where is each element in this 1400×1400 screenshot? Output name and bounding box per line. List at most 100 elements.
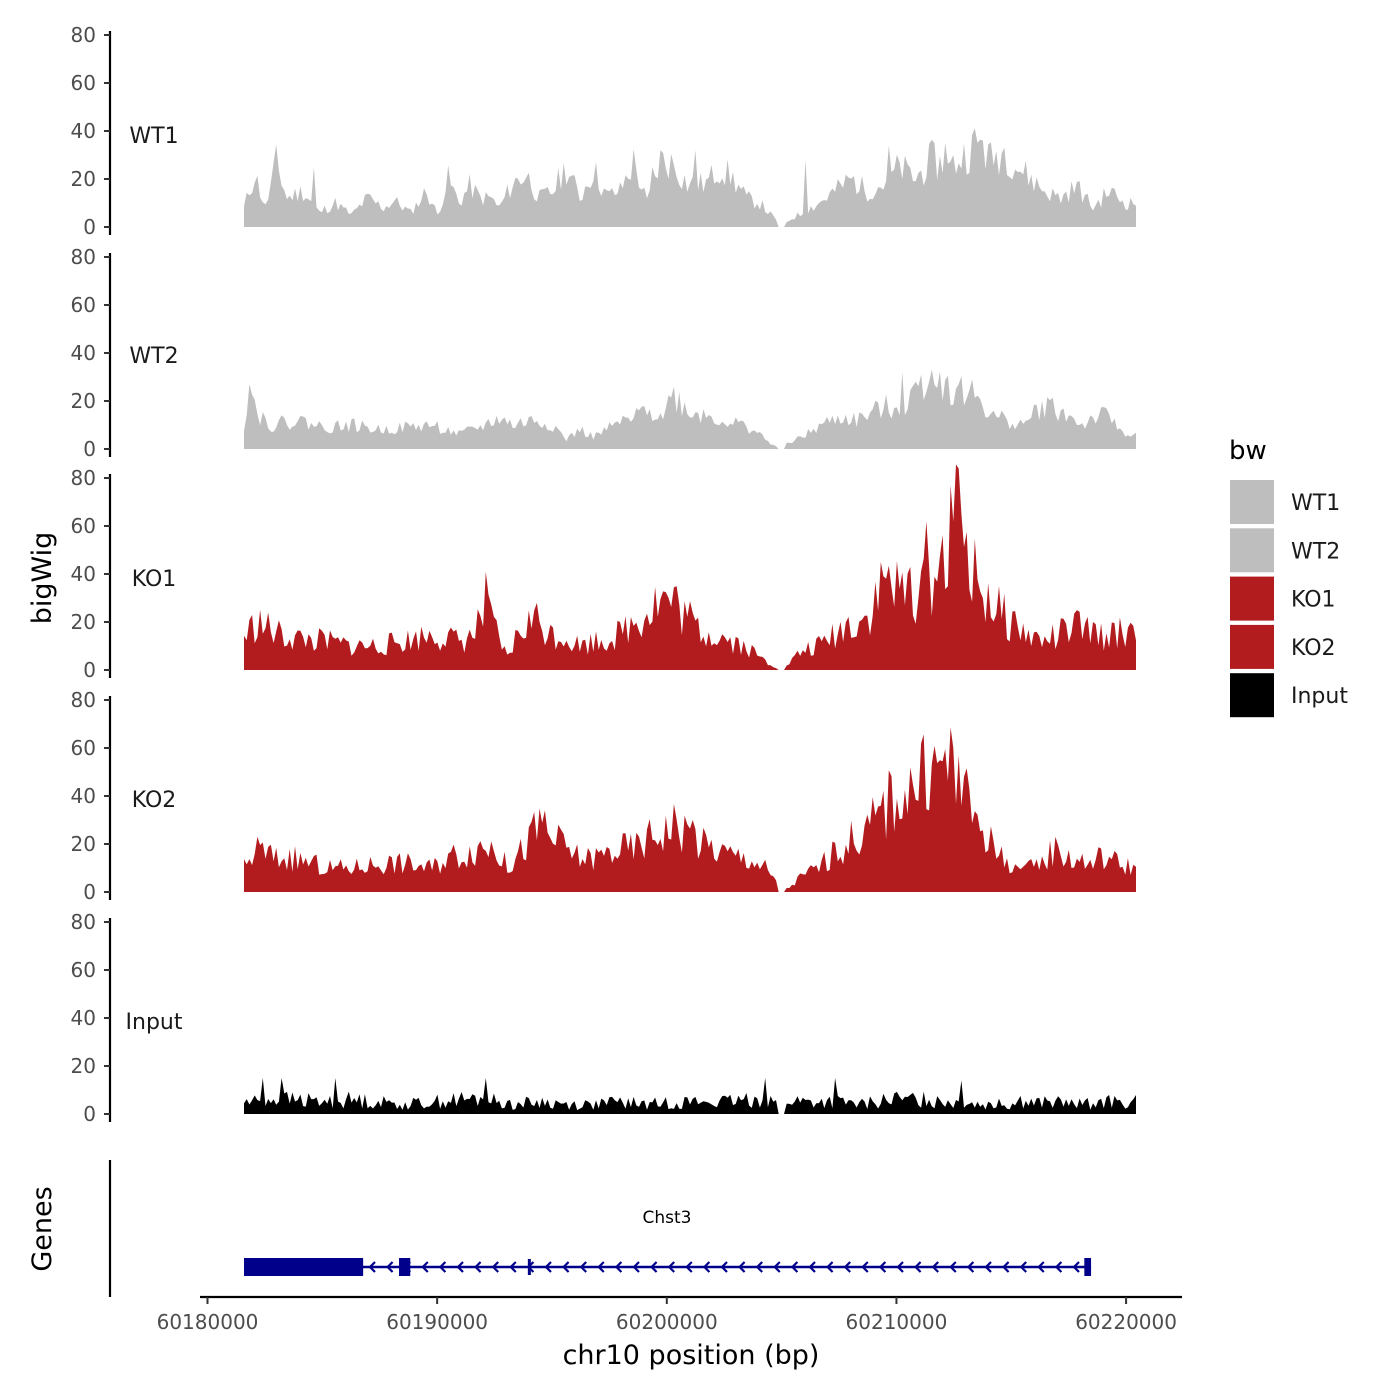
- strand-arrow: [984, 1261, 992, 1273]
- coverage-area-input: [244, 1078, 1136, 1114]
- strand-arrow: [702, 1261, 711, 1273]
- strand-arrow: [773, 1261, 781, 1273]
- strand-arrow: [438, 1261, 447, 1273]
- track-wt1: WT1 0 20 40 60 80: [71, 23, 1136, 239]
- track-label-input: Input: [126, 1010, 183, 1035]
- y-tick-label: 60: [71, 736, 96, 760]
- gene-exon: [1084, 1258, 1092, 1276]
- y-tick-label: 0: [83, 1102, 96, 1126]
- y-axis-title: bigWig: [27, 532, 58, 625]
- strand-arrow: [632, 1261, 640, 1273]
- strand-arrow: [966, 1261, 975, 1273]
- strand-arrow: [720, 1261, 728, 1273]
- track-input: Input 0 20 40 60 80: [71, 910, 1136, 1126]
- y-tick-label: 0: [83, 215, 96, 239]
- strand-arrow: [1054, 1261, 1063, 1273]
- x-tick-label: 60190000: [386, 1310, 488, 1334]
- y-tick-label: 20: [71, 167, 96, 191]
- strand-arrow: [1019, 1261, 1027, 1273]
- strand-arrow: [544, 1261, 552, 1273]
- strand-arrow: [896, 1261, 904, 1273]
- track-label-wt2: WT2: [129, 344, 178, 369]
- track-ko1: KO1 0 20 40 60 80: [71, 464, 1136, 682]
- track-label-ko2: KO2: [132, 788, 177, 813]
- strand-arrow: [1072, 1261, 1080, 1273]
- strand-arrow: [949, 1261, 957, 1273]
- coverage-area-wt2: [244, 369, 1136, 449]
- x-tick-label: 60210000: [846, 1310, 948, 1334]
- strand-arrow: [474, 1261, 482, 1273]
- strand-arrow: [685, 1261, 693, 1273]
- y-tick-label: 80: [71, 245, 96, 269]
- y-tick-label: 60: [71, 958, 96, 982]
- strand-arrow: [491, 1261, 499, 1273]
- legend-key-wt1: [1230, 480, 1274, 524]
- y-tick-label: 40: [71, 119, 96, 143]
- strand-arrow: [1037, 1261, 1045, 1273]
- gene-exon: [527, 1259, 531, 1275]
- gene-exon-utr: [331, 1259, 364, 1275]
- strand-arrow: [843, 1261, 851, 1273]
- gene-exon: [399, 1258, 411, 1276]
- coverage-area-wt1: [244, 128, 1136, 227]
- track-label-wt1: WT1: [129, 124, 178, 149]
- strand-arrow: [421, 1261, 429, 1273]
- y-tick-label: 80: [71, 23, 96, 47]
- legend-key-ko2: [1230, 624, 1274, 669]
- y-tick-label: 80: [71, 910, 96, 934]
- y-tick-label: 80: [71, 466, 96, 490]
- y-tick-label: 0: [83, 658, 96, 682]
- strand-arrow: [456, 1261, 464, 1273]
- strand-arrow: [509, 1261, 517, 1273]
- gene-label-chst3: Chst3: [643, 1208, 692, 1228]
- legend-key-ko1: [1230, 576, 1274, 621]
- legend-label-wt1: WT1: [1291, 491, 1340, 516]
- strand-arrow: [562, 1261, 570, 1273]
- legend-title: bw: [1229, 436, 1267, 466]
- x-tick-label: 60200000: [616, 1310, 718, 1334]
- strand-arrow: [1002, 1261, 1010, 1273]
- strand-arrow: [931, 1261, 939, 1273]
- strand-arrow: [878, 1261, 887, 1273]
- genes-track-title: Genes: [27, 1186, 58, 1271]
- y-tick-label: 20: [71, 832, 96, 856]
- strand-arrow: [808, 1261, 816, 1273]
- y-tick-label: 60: [71, 293, 96, 317]
- strand-arrow: [368, 1261, 376, 1273]
- legend-key-wt2: [1230, 528, 1274, 573]
- y-tick-label: 80: [71, 688, 96, 712]
- strand-arrow: [386, 1261, 394, 1273]
- x-tick-label: 60180000: [157, 1310, 259, 1334]
- strand-arrow: [826, 1261, 834, 1273]
- track-ko2: KO2 0 20 40 60 80: [71, 688, 1136, 904]
- legend-label-wt2: WT2: [1291, 539, 1340, 564]
- legend-label-ko1: KO1: [1291, 588, 1336, 613]
- strand-arrow: [755, 1261, 763, 1273]
- x-axis: 60180000 60190000 60200000 60210000 60220000: [157, 1295, 1182, 1334]
- strand-arrow: [861, 1261, 869, 1273]
- y-tick-label: 60: [71, 514, 96, 538]
- strand-arrow: [790, 1261, 799, 1273]
- legend-key-input: [1230, 673, 1274, 718]
- strand-arrow: [579, 1261, 587, 1273]
- strand-arrow: [914, 1261, 922, 1273]
- y-tick-label: 60: [71, 71, 96, 95]
- coverage-area-ko1: [244, 464, 1136, 670]
- legend-label-ko2: KO2: [1291, 636, 1336, 661]
- legend-label-input: Input: [1291, 684, 1348, 709]
- x-tick-label: 60220000: [1075, 1310, 1177, 1334]
- strand-arrow: [597, 1261, 605, 1273]
- y-tick-label: 20: [71, 1054, 96, 1078]
- y-tick-label: 20: [71, 389, 96, 413]
- y-tick-label: 40: [71, 562, 96, 586]
- track-label-ko1: KO1: [132, 567, 177, 592]
- coverage-area-ko2: [244, 727, 1136, 892]
- genes-track: Genes Chst3: [27, 1160, 1092, 1297]
- track-wt2: WT2 0 20 40 60 80: [71, 245, 1136, 461]
- strand-arrow: [738, 1261, 746, 1273]
- x-axis-title: chr10 position (bp): [563, 1340, 820, 1371]
- y-tick-label: 40: [71, 341, 96, 365]
- legend: bw WT1 WT2 KO1 KO2 Input: [1229, 436, 1348, 718]
- y-tick-label: 0: [83, 880, 96, 904]
